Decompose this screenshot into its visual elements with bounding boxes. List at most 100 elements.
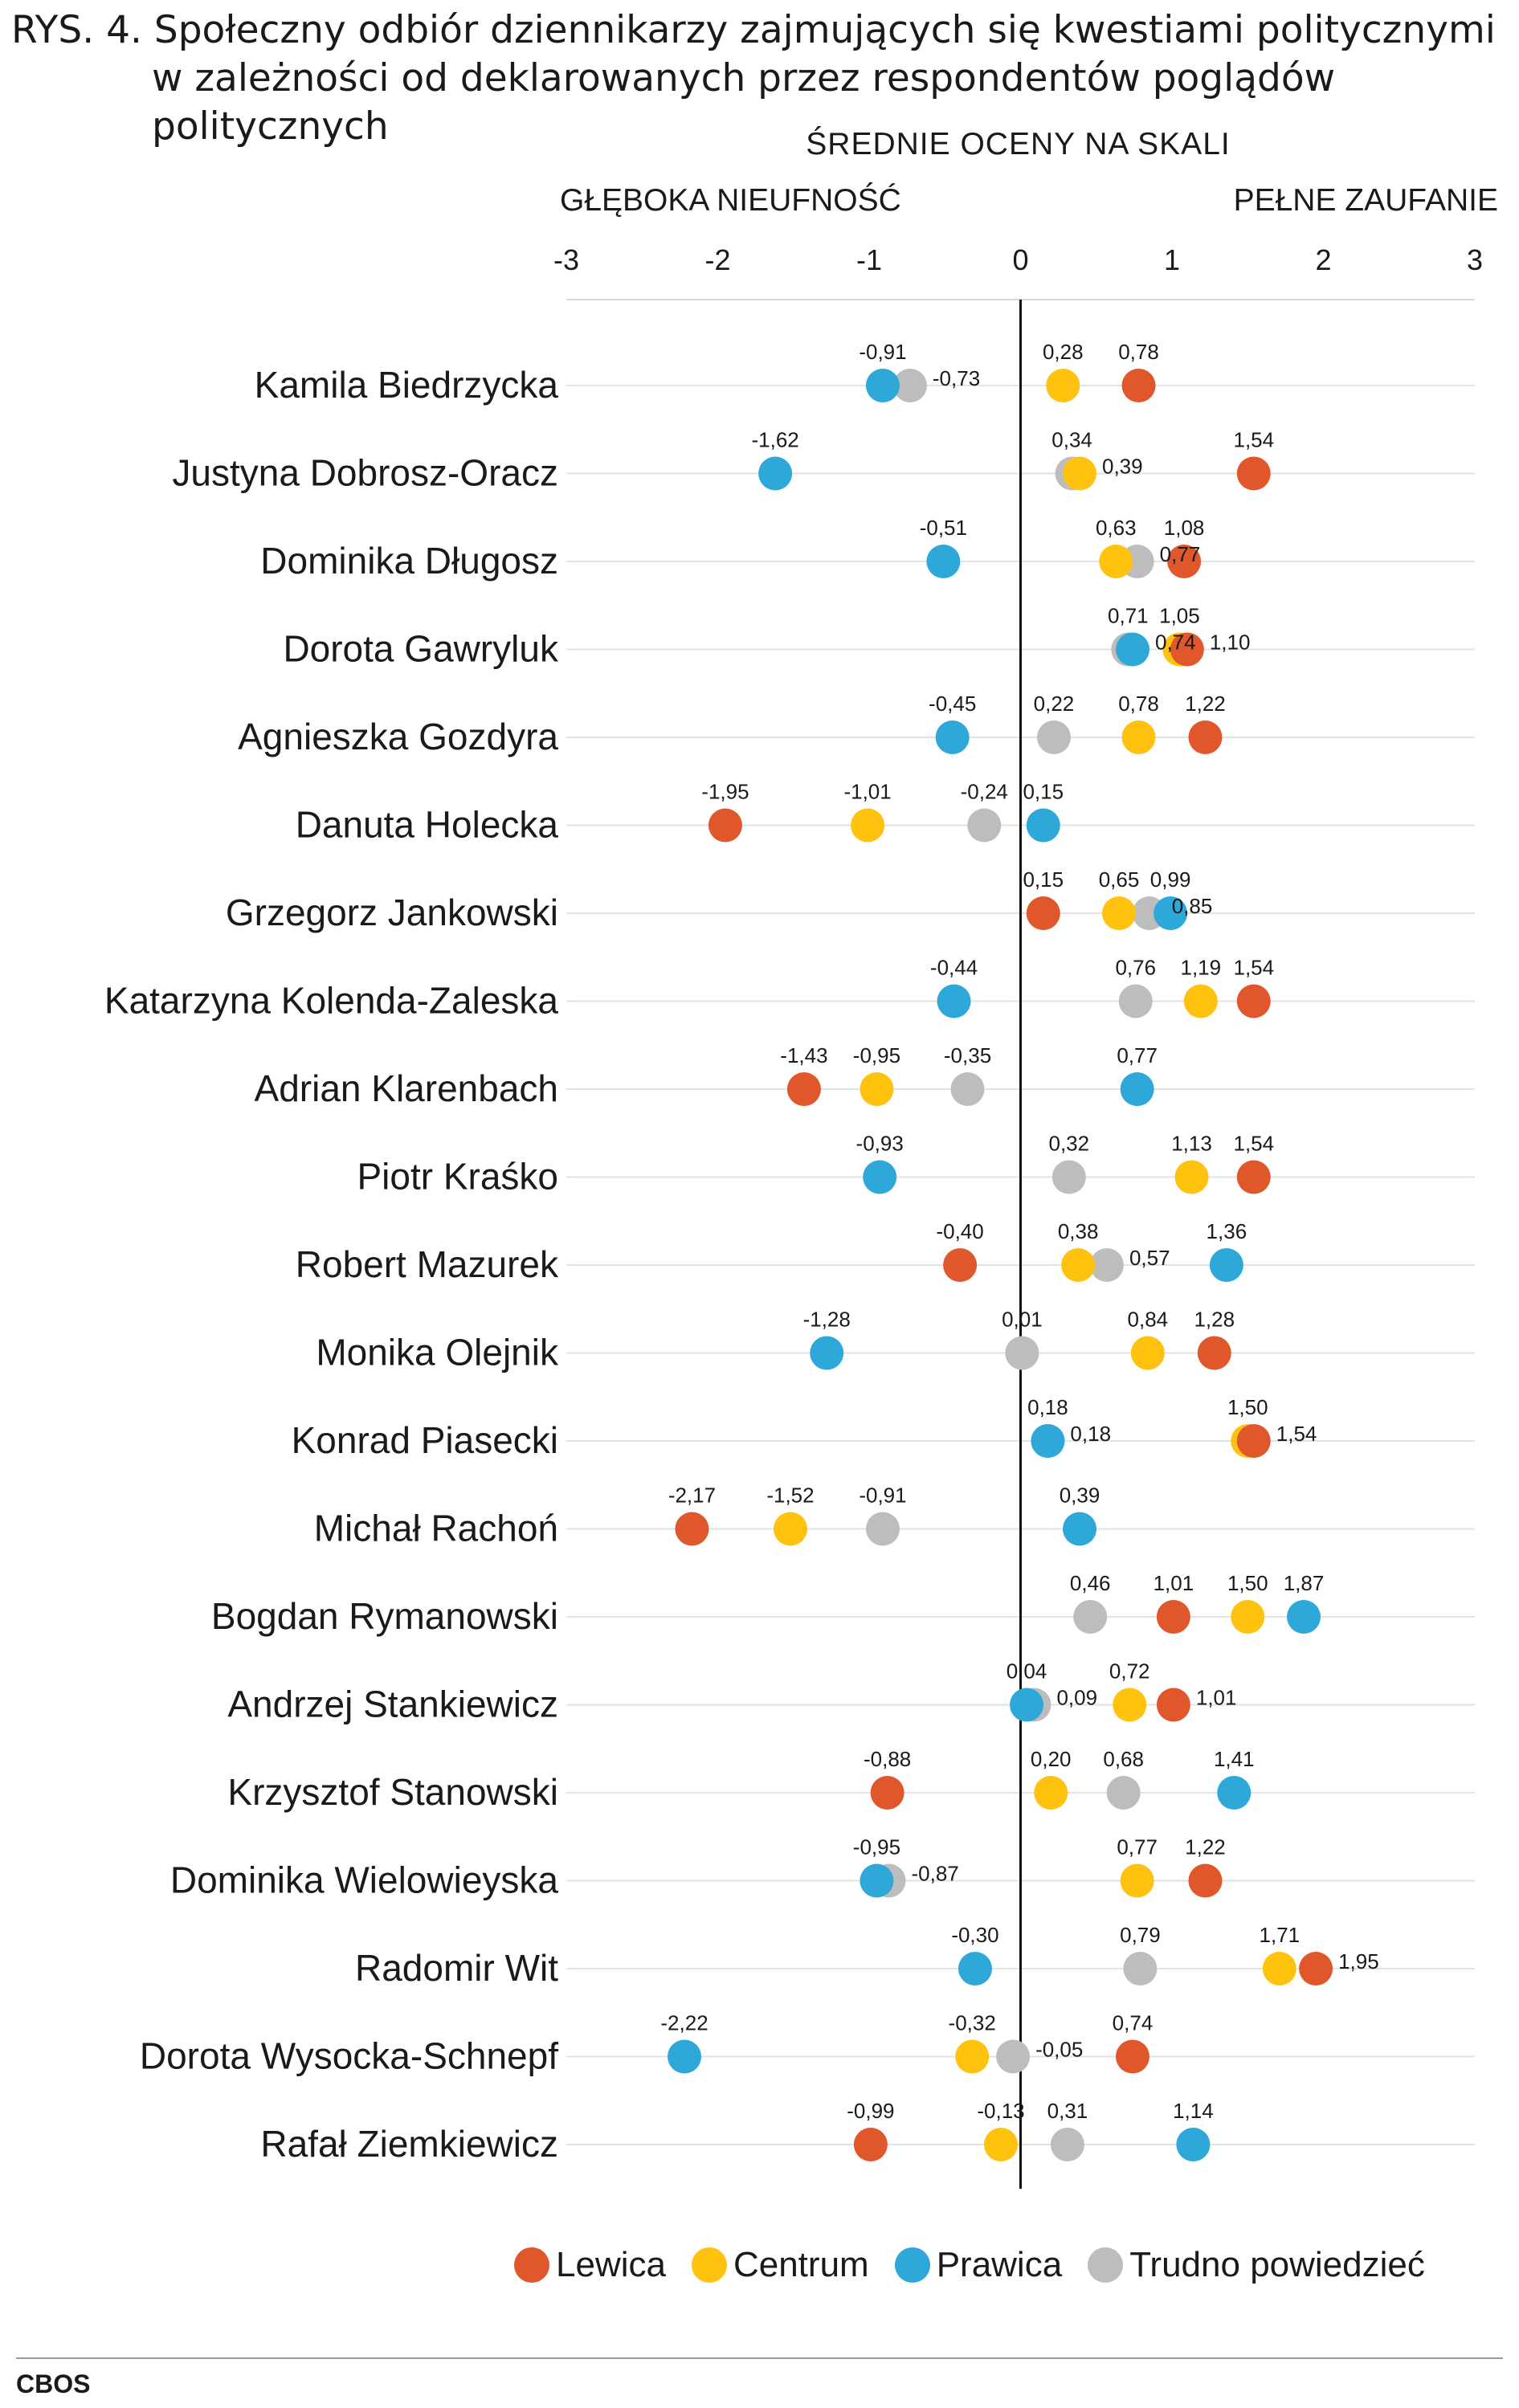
dot-lewica xyxy=(708,808,742,843)
data-label-centrum: 1,50 xyxy=(1227,1571,1268,1595)
dot-lewica xyxy=(1236,456,1271,491)
dot-centrum xyxy=(983,2128,1018,2161)
category-label: Michał Rachoń xyxy=(314,1508,558,1549)
data-label-centrum: -0,13 xyxy=(977,2099,1024,2123)
data-label-prawica: 1,41 xyxy=(1214,1747,1255,1771)
dot-lewica xyxy=(1026,896,1060,930)
dot-trudno xyxy=(1005,1336,1039,1370)
data-label-prawica: 1,14 xyxy=(1173,2099,1214,2123)
dot-centrum xyxy=(1061,1248,1096,1282)
data-label-centrum: 0,72 xyxy=(1109,1659,1150,1684)
dot-lewica xyxy=(1236,984,1271,1018)
dot-centrum xyxy=(1231,1600,1265,1634)
dot-trudno xyxy=(996,2039,1031,2074)
dot-prawica xyxy=(810,1336,844,1370)
category-label: Piotr Kraśko xyxy=(357,1156,558,1198)
dot-centrum xyxy=(773,1512,807,1546)
legend-dot-centrum xyxy=(691,2247,727,2283)
dot-prawica xyxy=(958,1952,992,1986)
data-label-lewica: 0,78 xyxy=(1118,340,1159,364)
chart-title-line1: RYS. 4. Społeczny odbiór dziennikarzy za… xyxy=(11,8,1496,52)
dot-prawica xyxy=(758,456,793,491)
data-label-trudno: 0,68 xyxy=(1103,1747,1144,1771)
dot-centrum xyxy=(1099,545,1133,578)
dot-trudno xyxy=(1106,1776,1141,1810)
data-label-lewica: 1,54 xyxy=(1233,428,1274,452)
dot-prawica xyxy=(860,1863,894,1898)
dot-centrum xyxy=(1063,456,1097,491)
dot-lewica xyxy=(1188,1863,1223,1898)
footer-divider xyxy=(16,2357,1503,2359)
data-label-lewica: 1,08 xyxy=(1164,516,1205,540)
data-label-prawica: -1,62 xyxy=(751,428,798,452)
legend-dot-trudno xyxy=(1088,2247,1124,2283)
data-label-lewica: -1,95 xyxy=(701,780,749,804)
dot-lewica xyxy=(675,1512,709,1546)
legend-label-prawica: Prawica xyxy=(936,2245,1063,2284)
data-label-prawica: 1,36 xyxy=(1207,1219,1247,1243)
category-label: Rafał Ziemkiewicz xyxy=(260,2123,558,2165)
x-tick-label: 3 xyxy=(1467,243,1483,276)
legend-label-trudno: Trudno powiedzieć xyxy=(1129,2245,1425,2284)
category-label: Dorota Gawryluk xyxy=(283,628,559,670)
category-label: Krzysztof Stanowski xyxy=(227,1771,558,1813)
data-label-lewica: -2,17 xyxy=(668,1484,716,1508)
category-label: Agnieszka Gozdyra xyxy=(238,716,558,757)
dot-prawica xyxy=(668,2039,702,2074)
data-label-prawica: -0,30 xyxy=(951,1923,998,1947)
data-label-lewica: -0,99 xyxy=(847,2099,894,2123)
data-label-lewica: 1,01 xyxy=(1154,1571,1194,1595)
data-label-centrum: 0,38 xyxy=(1058,1219,1099,1243)
data-label-lewica: 1,54 xyxy=(1233,1132,1274,1156)
dot-prawica xyxy=(1120,1072,1154,1106)
legend-item-lewica: Lewica xyxy=(514,2245,666,2285)
data-label-centrum: 0,20 xyxy=(1031,1747,1072,1771)
dot-lewica xyxy=(943,1248,978,1282)
dot-prawica xyxy=(863,1160,897,1194)
x-tick-label: -1 xyxy=(856,243,882,276)
dot-trudno xyxy=(1050,2128,1084,2161)
data-label-prawica: -0,51 xyxy=(920,516,967,540)
data-label-lewica: 1,54 xyxy=(1276,1422,1317,1446)
dot-prawica xyxy=(1176,2128,1211,2161)
dot-lewica xyxy=(1121,369,1156,402)
dot-trudno xyxy=(1036,720,1071,754)
dot-centrum xyxy=(1121,720,1156,754)
dot-prawica xyxy=(935,720,970,754)
dot-centrum xyxy=(1034,1776,1068,1810)
legend-item-prawica: Prawica xyxy=(894,2245,1063,2285)
data-label-lewica: 0,74 xyxy=(1113,2011,1154,2035)
category-label: Radomir Wit xyxy=(355,1947,558,1989)
dot-prawica xyxy=(1026,808,1060,843)
dot-trudno xyxy=(950,1072,985,1106)
data-label-lewica: 1,95 xyxy=(1338,1949,1379,1973)
dot-trudno xyxy=(967,808,1002,843)
data-label-trudno: 0,01 xyxy=(1002,1308,1043,1332)
data-label-centrum: 0,39 xyxy=(1102,455,1143,479)
category-label: Robert Mazurek xyxy=(296,1243,559,1285)
category-label: Grzegorz Jankowski xyxy=(226,892,558,933)
dot-lewica xyxy=(786,1072,821,1106)
data-label-centrum: 0,84 xyxy=(1128,1308,1169,1332)
x-axis-title: ŚREDNIE OCENY NA SKALI xyxy=(806,127,1231,161)
dot-lewica xyxy=(1115,2039,1149,2074)
data-label-trudno: 0,31 xyxy=(1047,2099,1088,2123)
data-label-lewica: -1,43 xyxy=(780,1043,827,1067)
legend-item-trudno: Trudno powiedzieć xyxy=(1088,2245,1425,2285)
data-label-prawica: -0,44 xyxy=(930,956,978,980)
category-label: Monika Olejnik xyxy=(316,1332,559,1373)
data-label-lewica: 0,15 xyxy=(1023,867,1064,892)
dot-trudno xyxy=(1073,1600,1108,1634)
data-label-lewica: 1,22 xyxy=(1185,1835,1226,1859)
data-label-trudno: 0,77 xyxy=(1160,542,1201,566)
data-label-trudno: 0,76 xyxy=(1115,956,1156,980)
dot-lewica xyxy=(1167,545,1202,578)
data-label-trudno: -0,87 xyxy=(912,1862,959,1886)
dot-centrum xyxy=(1262,1952,1296,1986)
dot-prawica xyxy=(865,369,900,402)
dot-trudno xyxy=(892,369,927,402)
dot-prawica xyxy=(1063,1512,1097,1546)
dot-trudno xyxy=(1089,1248,1124,1282)
data-label-prawica: -0,91 xyxy=(859,340,906,364)
data-label-centrum: 0,65 xyxy=(1099,867,1140,892)
